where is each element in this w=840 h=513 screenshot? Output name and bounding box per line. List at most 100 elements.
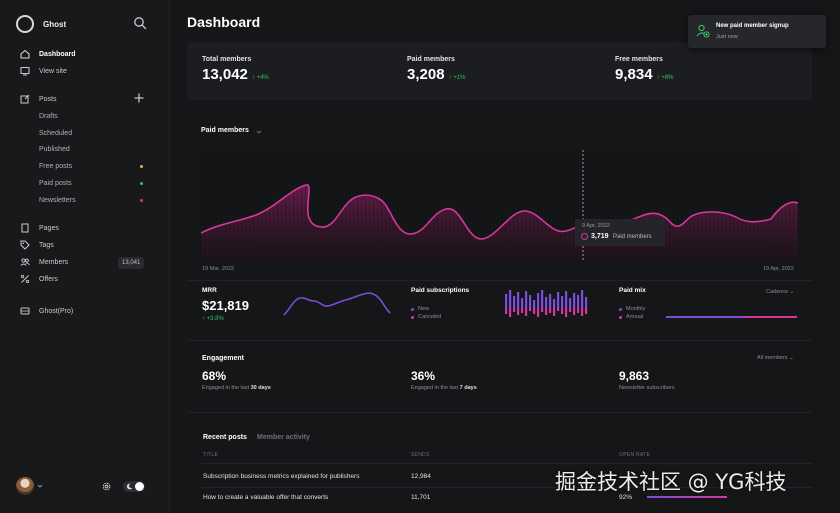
page-title: Dashboard xyxy=(187,14,261,30)
search-icon[interactable] xyxy=(133,16,147,30)
tooltip-label: Paid members xyxy=(613,234,652,240)
sidebar-item-free-posts[interactable]: Free posts xyxy=(39,160,149,172)
stat-delta: ↑ +8% xyxy=(656,75,674,81)
stat-delta: ↑ +4% xyxy=(251,75,269,81)
subscriptions-label: Paid subscriptions xyxy=(411,287,470,294)
sidebar: Ghost Dashboard View site Posts Drafts S… xyxy=(0,0,170,513)
tooltip-marker-icon xyxy=(581,233,588,240)
tooltip-value: 3,719 xyxy=(591,233,609,240)
add-post-icon[interactable] xyxy=(133,92,145,104)
legend-dot xyxy=(619,307,622,311)
chart-line xyxy=(201,184,798,240)
chevron-down-icon[interactable] xyxy=(256,129,262,135)
sidebar-item-ghost-pro[interactable]: Ghost(Pro) xyxy=(20,304,152,318)
stat-total-members: Total members 13,042 ↑ +4% xyxy=(202,56,269,83)
sidebar-item-dashboard[interactable]: Dashboard xyxy=(20,47,152,61)
stat-value: 13,042 xyxy=(202,66,248,83)
divider xyxy=(187,412,812,413)
gear-icon[interactable] xyxy=(101,481,112,492)
stat-label: Total members xyxy=(202,56,252,63)
divider xyxy=(187,340,812,341)
cloud-icon xyxy=(20,306,30,316)
engagement-title: Engagement xyxy=(202,355,245,362)
newsletters-dot xyxy=(140,198,143,202)
tab-member-activity[interactable]: Member activity xyxy=(257,434,310,441)
engagement-caption: Newsletter subscribers xyxy=(619,385,675,391)
free-posts-dot xyxy=(140,164,143,168)
sidebar-item-label: Scheduled xyxy=(39,129,73,137)
cadence-label: Cadence xyxy=(766,289,789,295)
engagement-caption: Engaged in the last 30 days xyxy=(202,385,271,391)
members-count-badge: 13,041 xyxy=(118,257,145,269)
paid-members-chart[interactable] xyxy=(201,145,798,260)
stat-value: 9,834 xyxy=(615,66,653,83)
sidebar-item-newsletters[interactable]: Newsletters xyxy=(39,194,149,206)
sidebar-item-published[interactable]: Published xyxy=(39,143,149,155)
divider xyxy=(187,280,812,281)
chevron-down-icon: ⌄ xyxy=(789,289,795,295)
chart-tooltip: 9 Apr, 2022 3,719 Paid members xyxy=(575,219,665,246)
engagement-value: 36% xyxy=(411,369,436,383)
legend-label: New xyxy=(418,306,430,312)
column-header-open-rate: OPEN RATE xyxy=(619,452,651,458)
engagement-value: 68% xyxy=(202,369,227,383)
legend-dot xyxy=(411,315,414,319)
post-title[interactable]: Subscription business metrics explained … xyxy=(203,473,360,480)
sidebar-item-label: Members xyxy=(39,258,69,266)
stat-delta: ↑ +1% xyxy=(448,75,466,81)
tooltip-date: 9 Apr, 2022 xyxy=(582,223,610,229)
legend-canceled: Canceled xyxy=(411,314,441,320)
divider xyxy=(202,487,812,488)
open-rate-bar xyxy=(647,496,727,498)
sidebar-item-label: View site xyxy=(39,67,67,75)
members-icon xyxy=(20,257,30,267)
page-icon xyxy=(20,223,30,233)
tab-recent-posts[interactable]: Recent posts xyxy=(203,434,247,441)
sidebar-item-label: Newsletters xyxy=(39,196,76,204)
sidebar-item-label: Published xyxy=(39,145,70,153)
chart-title[interactable]: Paid members xyxy=(201,127,249,134)
post-title[interactable]: How to create a valuable offer that conv… xyxy=(203,494,329,501)
stat-label: Free members xyxy=(615,56,663,63)
caption-emphasis: 7 days xyxy=(459,385,477,391)
stat-paid-members: Paid members 3,208 ↑ +1% xyxy=(407,56,465,83)
sidebar-item-label: Dashboard xyxy=(39,50,76,58)
toast-title: New paid member signup xyxy=(716,23,789,29)
mrr-value: $21,819 xyxy=(202,298,249,313)
avatar[interactable] xyxy=(16,477,34,495)
sidebar-item-scheduled[interactable]: Scheduled xyxy=(39,127,149,139)
sidebar-item-label: Drafts xyxy=(39,112,58,120)
delta-text: +8% xyxy=(661,75,674,81)
sidebar-item-drafts[interactable]: Drafts xyxy=(39,110,149,122)
sidebar-item-tags[interactable]: Tags xyxy=(20,238,152,252)
signup-toast[interactable]: New paid member signup Just now xyxy=(688,15,826,48)
legend-monthly: Monthly xyxy=(619,306,645,312)
legend-label: Monthly xyxy=(626,306,646,312)
sidebar-item-view-site[interactable]: View site xyxy=(20,64,152,78)
chevron-down-icon[interactable] xyxy=(37,483,43,489)
sidebar-item-posts[interactable]: Posts xyxy=(20,92,152,106)
theme-toggle[interactable] xyxy=(123,481,145,492)
cadence-dropdown[interactable]: Cadence ⌄ xyxy=(766,289,794,295)
column-header-title: TITLE xyxy=(203,452,219,458)
paid-mix-label: Paid mix xyxy=(619,287,646,294)
engagement-value: 9,863 xyxy=(619,369,650,383)
caption-text: Engaged in the last xyxy=(202,385,250,391)
post-sends: 12,984 xyxy=(411,473,431,480)
legend-dot xyxy=(619,315,622,319)
home-icon xyxy=(20,49,30,59)
sidebar-item-paid-posts[interactable]: Paid posts xyxy=(39,177,149,189)
column-header-sends: SENDS xyxy=(411,452,430,458)
caption-emphasis: 30 days xyxy=(250,385,271,391)
sidebar-item-pages[interactable]: Pages xyxy=(20,221,152,235)
brand-name: Ghost xyxy=(43,19,67,29)
brand[interactable]: Ghost xyxy=(16,14,66,34)
stat-free-members: Free members 9,834 ↑ +8% xyxy=(615,56,673,83)
stat-value: 3,208 xyxy=(407,66,445,83)
mrr-delta: ↑ +3.8% xyxy=(202,316,224,322)
sidebar-item-members[interactable]: Members xyxy=(20,255,152,269)
engagement-filter-dropdown[interactable]: All members ⌄ xyxy=(757,355,794,361)
sidebar-item-offers[interactable]: Offers xyxy=(20,272,152,286)
delta-text: +3.8% xyxy=(206,316,224,322)
caption-text: Engaged in the last xyxy=(411,385,459,391)
